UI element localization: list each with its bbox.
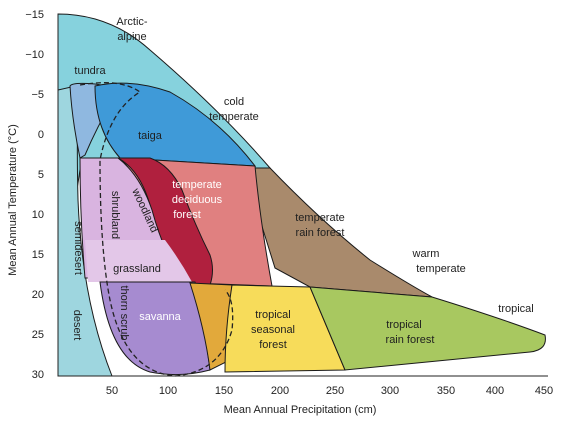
y-ticks: −15 −10 −5 0 5 10 15 20 25 30 (25, 9, 44, 381)
x-ticks: 50 100 150 200 250 300 350 400 450 (106, 385, 553, 397)
y-tick: 0 (38, 129, 44, 141)
y-axis-label: Mean Annual Temperature (°C) (7, 124, 19, 276)
grassland-region (85, 240, 192, 282)
y-tick: 25 (32, 329, 44, 341)
label-temprain-2: rain forest (296, 227, 345, 239)
label-tundra: tundra (74, 65, 106, 77)
y-tick: −10 (25, 49, 44, 61)
label-troprain-2: rain forest (386, 334, 435, 346)
x-tick: 350 (437, 385, 455, 397)
label-deciduous-1: temperate (172, 179, 222, 191)
label-desert: desert (71, 310, 83, 341)
y-tick: 5 (38, 169, 44, 181)
label-warm-2: temperate (416, 263, 466, 275)
y-tick: 20 (32, 289, 44, 301)
tropical-seasonal-region (224, 284, 346, 373)
label-temprain-1: temperate (295, 212, 345, 224)
taiga-region (94, 82, 257, 167)
label-deciduous-2: deciduous (172, 194, 223, 206)
y-tick: 30 (32, 369, 44, 381)
label-warm-1: warm (412, 248, 440, 260)
label-tropical: tropical (498, 303, 533, 315)
y-tick: −15 (25, 9, 44, 21)
x-tick: 50 (106, 385, 118, 397)
label-thorn-scrub: thorn scrub (118, 285, 130, 340)
label-taiga: taiga (138, 130, 163, 142)
label-tropseas-3: forest (259, 339, 287, 351)
label-arctic-1: Arctic- (116, 16, 148, 28)
x-tick: 400 (486, 385, 504, 397)
label-troprain-1: tropical (386, 319, 421, 331)
label-cold-1: cold (224, 96, 244, 108)
label-shrubland: shrubland (109, 191, 121, 239)
x-axis-label: Mean Annual Precipitation (cm) (224, 404, 377, 416)
label-cold-2: temperate (209, 111, 259, 123)
x-tick: 200 (271, 385, 289, 397)
label-tropseas-1: tropical (255, 309, 290, 321)
label-semidesert: semidesert (72, 221, 84, 275)
tropical-rain-forest-region (309, 286, 546, 371)
label-tropseas-2: seasonal (251, 324, 295, 336)
label-savanna: savanna (139, 311, 181, 323)
x-tick: 450 (535, 385, 553, 397)
label-arctic-2: alpine (117, 31, 146, 43)
y-tick: −5 (31, 89, 44, 101)
label-grassland: grassland (113, 263, 161, 275)
y-tick: 10 (32, 209, 44, 221)
dashed-boundary (79, 82, 234, 377)
x-tick: 300 (381, 385, 399, 397)
x-tick: 100 (159, 385, 177, 397)
label-deciduous-3: forest (173, 209, 201, 221)
x-tick: 250 (326, 385, 344, 397)
y-tick: 15 (32, 249, 44, 261)
x-tick: 150 (215, 385, 233, 397)
